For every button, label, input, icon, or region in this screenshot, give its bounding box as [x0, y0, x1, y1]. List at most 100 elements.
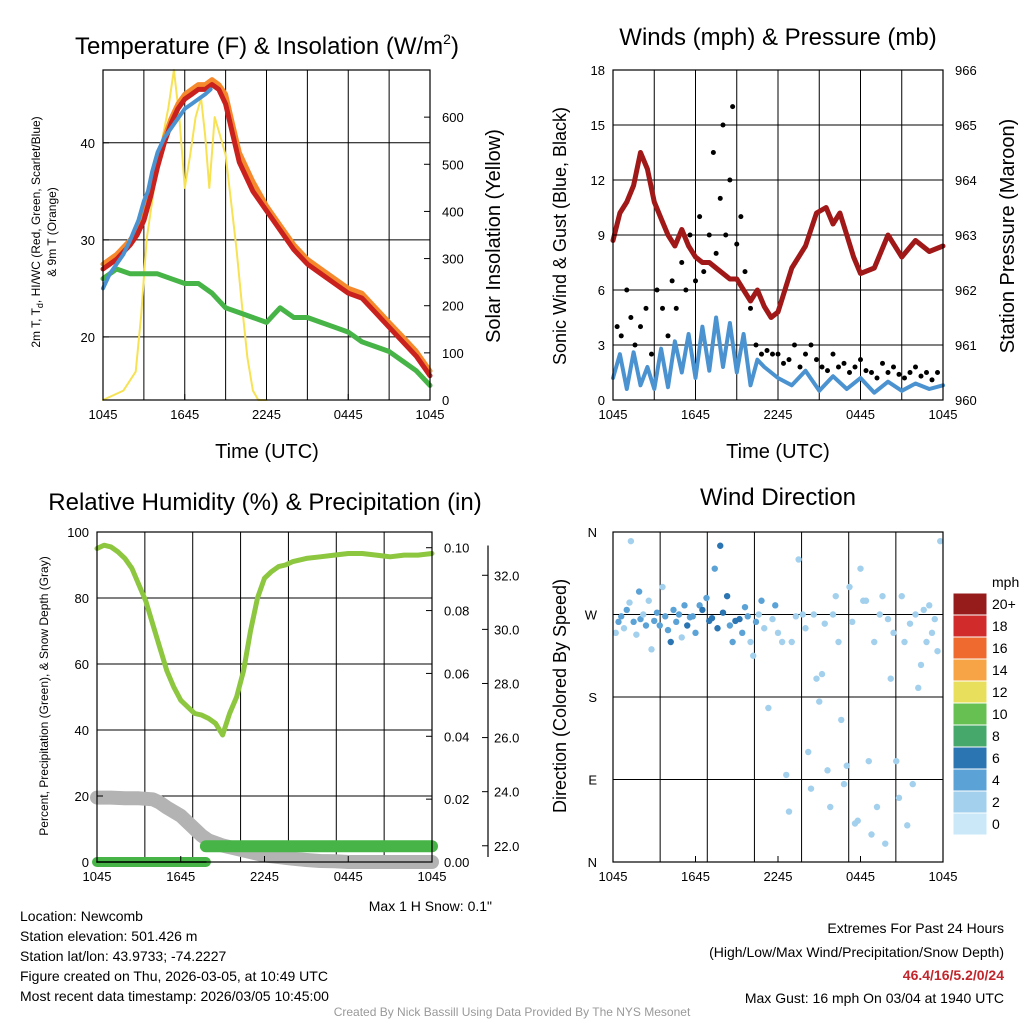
wind-yticks-label: 15 — [591, 118, 605, 133]
dir-xtick-label: 1045 — [929, 869, 958, 884]
direction-point — [879, 592, 886, 600]
gust-point — [759, 351, 764, 357]
rh-y2ticks-label: 0.10 — [444, 541, 469, 556]
dir-legend-label: 0 — [992, 816, 1000, 832]
temp-grid — [143, 70, 390, 400]
direction-point — [615, 618, 622, 626]
temp-y2ticks-label: 300 — [442, 252, 464, 267]
wind-y2ticks-label: 966 — [955, 63, 977, 78]
direction-point — [937, 537, 944, 545]
dir-legend-label: 14 — [992, 662, 1008, 678]
direction-point — [795, 556, 802, 563]
direction-point — [865, 757, 872, 765]
direction-point — [926, 602, 933, 609]
direction-point — [618, 613, 625, 620]
temp-ylabel-right: Solar Insolation (Yellow) — [483, 129, 505, 343]
direction-point — [675, 611, 683, 618]
direction-point — [620, 625, 628, 632]
gust-point — [710, 150, 716, 155]
gust-point — [632, 342, 638, 348]
elevation-text: Station elevation: 501.426 m — [20, 928, 198, 944]
gust-point — [727, 177, 733, 183]
direction-point — [840, 780, 848, 788]
gust-point — [847, 370, 852, 375]
direction-point — [755, 611, 762, 618]
gust-point — [896, 371, 902, 377]
direction-point — [769, 615, 776, 623]
direction-point — [909, 780, 916, 788]
dir-legend-swatch — [952, 790, 988, 814]
wind-ylabel-right: Station Pressure (Maroon) — [997, 119, 1019, 354]
gust-point — [693, 278, 698, 284]
gust-point — [918, 373, 924, 379]
gust-point — [929, 377, 935, 383]
direction-point — [846, 583, 853, 591]
dir-legend-label: 20+ — [992, 596, 1016, 612]
gust-point — [913, 364, 918, 370]
gust-point — [701, 269, 707, 275]
windchill-line — [101, 87, 213, 291]
direction-point — [904, 822, 911, 829]
direction-point — [857, 565, 864, 572]
direction-point — [873, 803, 881, 811]
direction-point — [670, 606, 677, 614]
temp-y2ticks-label: 200 — [442, 299, 464, 314]
direction-point — [752, 618, 760, 626]
rh-y3tick-label: 26.0 — [494, 731, 519, 746]
gust-point — [814, 357, 819, 363]
direction-point — [928, 629, 936, 637]
gust-point — [720, 122, 726, 128]
dir-legend-label: 6 — [992, 750, 1000, 766]
direction-point — [843, 762, 850, 769]
direction-point — [684, 622, 691, 629]
dir-legend-swatch — [952, 614, 988, 638]
temp-yticks-label: 40 — [81, 136, 95, 151]
dir-legend-swatch — [952, 812, 988, 836]
temp-xtick-label: 0445 — [334, 407, 363, 422]
gust-point — [738, 214, 744, 220]
gust-point — [764, 348, 770, 353]
rh-y2ticks-label: 0.04 — [444, 729, 469, 744]
gust-point — [683, 287, 689, 293]
wind-yticks-label: 9 — [598, 228, 605, 243]
direction-point — [934, 647, 941, 655]
rh-y3tick-label: 30.0 — [494, 622, 519, 637]
direction-point — [626, 599, 633, 606]
direction-point — [772, 602, 779, 609]
dir-ylabel: Direction (Colored By Speed) — [550, 579, 570, 813]
dir-xtick-label: 2245 — [764, 869, 793, 884]
rh-y2ticks-label: 0.08 — [444, 604, 469, 619]
direction-point — [882, 840, 889, 847]
direction-point — [920, 606, 927, 614]
direction-point — [765, 704, 772, 712]
dir-legend-swatch — [952, 702, 988, 726]
direction-point — [659, 583, 666, 591]
rh-yticks-label: 20 — [75, 789, 89, 804]
direction-point — [739, 629, 746, 637]
dir-legend-label: 16 — [992, 640, 1008, 656]
gust-point — [836, 364, 841, 370]
gust-point — [935, 370, 940, 375]
extremes-values: 46.4/16/5.2/0/24 — [902, 967, 1004, 983]
rh-yticks-label: 100 — [67, 525, 89, 540]
dir-legend-label: 18 — [992, 618, 1008, 634]
direction-point — [723, 592, 731, 600]
wind-y2ticks-label: 963 — [955, 228, 977, 243]
gust-point — [874, 375, 880, 381]
snow-depth-line — [90, 790, 439, 869]
temp-y2ticks-label: 600 — [442, 110, 464, 125]
direction-point — [893, 757, 900, 765]
direction-point — [645, 597, 652, 604]
direction-point — [699, 606, 706, 614]
direction-point — [876, 611, 883, 618]
gust-point — [869, 370, 874, 375]
dir-ytick-label: W — [585, 608, 598, 623]
dir-xtick-label: 1645 — [681, 869, 710, 884]
gust-point — [924, 370, 929, 375]
rh-snow-note: Max 1 H Snow: 0.1" — [369, 898, 492, 914]
wind-xtick-label: 1045 — [599, 407, 628, 422]
direction-point — [656, 622, 663, 629]
rh-chart-title: Relative Humidity (%) & Precipitation (i… — [48, 489, 481, 516]
temp-yticks-label: 30 — [81, 233, 95, 248]
